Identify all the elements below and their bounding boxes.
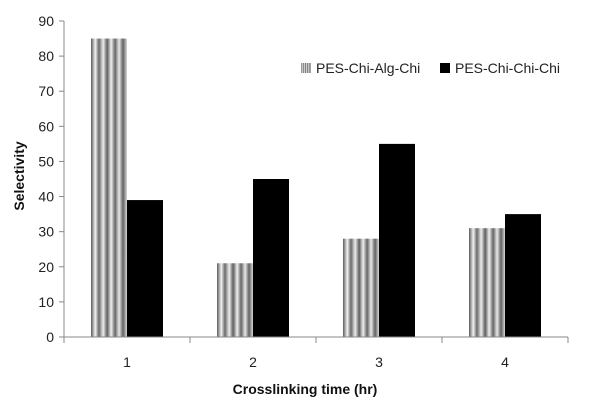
legend-label-series-1: PES-Chi-Alg-Chi: [316, 60, 420, 76]
x-tick-label: 2: [249, 354, 257, 370]
legend: PES-Chi-Alg-Chi PES-Chi-Chi-Chi: [301, 60, 560, 76]
bar-series-2-cat-4: [505, 214, 541, 337]
bar-series-2-cat-1: [127, 200, 163, 337]
y-tick-label: 20: [38, 259, 54, 275]
x-tick-label: 3: [375, 354, 383, 370]
y-axis-title: Selectivity: [11, 141, 27, 210]
legend-item-series-2: PES-Chi-Chi-Chi: [440, 60, 560, 76]
y-tick-label: 10: [38, 294, 54, 310]
y-tick-label: 60: [38, 118, 54, 134]
x-axis-title: Crosslinking time (hr): [233, 381, 378, 397]
y-tick-label: 0: [46, 329, 54, 345]
legend-swatch-series-1: [301, 63, 311, 73]
y-tick-label: 70: [38, 83, 54, 99]
y-tick-label: 40: [38, 189, 54, 205]
bars-group: [91, 38, 541, 338]
legend-swatch-series-2: [440, 63, 450, 73]
y-tick-label: 90: [38, 13, 54, 29]
x-axis-ticks: 1 2 3 4: [63, 337, 569, 370]
y-tick-label: 80: [38, 48, 54, 64]
legend-label-series-2: PES-Chi-Chi-Chi: [455, 60, 560, 76]
bar-series-1-cat-2: [217, 263, 253, 337]
y-tick-label: 50: [38, 153, 54, 169]
bar-series-2-cat-3: [379, 143, 415, 337]
bar-series-2-cat-2: [253, 179, 289, 337]
bar-series-1-cat-1: [91, 38, 127, 338]
bar-series-1-cat-4: [469, 228, 505, 337]
x-tick-label: 4: [501, 354, 509, 370]
y-axis-ticks: 0 10 20 30 40 50 60 70 80 90: [38, 13, 64, 345]
legend-item-series-1: PES-Chi-Alg-Chi: [301, 60, 420, 76]
y-tick-label: 30: [38, 224, 54, 240]
bar-series-1-cat-3: [343, 238, 379, 337]
x-tick-label: 1: [123, 354, 131, 370]
